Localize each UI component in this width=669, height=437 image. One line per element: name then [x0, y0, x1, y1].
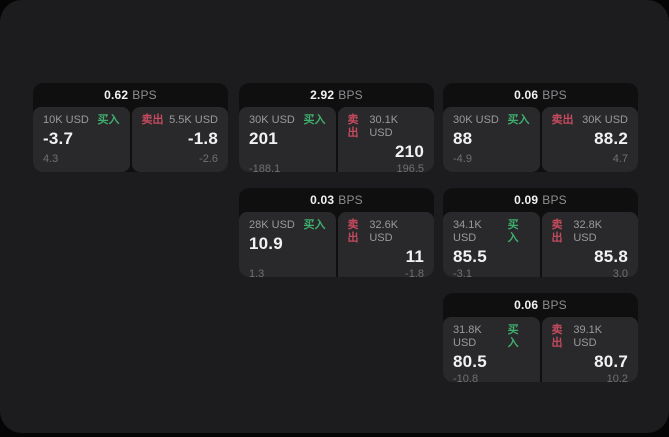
quote-body: 30K USD 买入 88 -4.9 卖出 30K USD 88.2 4.7	[443, 107, 638, 172]
buy-panel[interactable]: 34.1K USD 买入 85.5 -3.1	[443, 212, 540, 277]
quote-body: 10K USD 买入 -3.7 4.3 卖出 5.5K USD -1.8 -2.…	[33, 107, 228, 172]
buy-label: 买入	[97, 114, 120, 126]
spread-header: 0.06 BPS	[443, 83, 638, 107]
buy-price: 85.5	[453, 247, 487, 267]
sell-amount: 30.1K USD	[369, 114, 399, 140]
quote-body: 30K USD 买入 201 -188.1 卖出 30.1K USD 210 1…	[239, 107, 434, 172]
buy-delta: -3.1	[453, 267, 472, 277]
spread-header: 0.03 BPS	[239, 188, 434, 212]
buy-price: -3.7	[43, 129, 74, 149]
sell-label: 卖出	[347, 219, 359, 245]
sell-delta: -2.6	[199, 152, 218, 165]
sell-price: 210	[395, 142, 424, 162]
spread-value: 0.09	[514, 193, 539, 207]
sell-panel[interactable]: 卖出 32.6K USD 11 -1.8	[337, 212, 434, 277]
sell-amount: 30K USD	[582, 114, 628, 126]
buy-amount: 30K USD	[453, 114, 499, 126]
sell-price: 11	[405, 247, 424, 267]
buy-panel[interactable]: 30K USD 买入 201 -188.1	[239, 107, 336, 172]
sell-panel[interactable]: 卖出 32.8K USD 85.8 3.0	[541, 212, 638, 277]
buy-panel[interactable]: 28K USD 买入 10.9 1.3	[239, 212, 336, 277]
buy-price: 10.9	[249, 234, 283, 254]
quote-body: 31.8K USD 买入 80.5 -10.8 卖出 39.1K USD 80.…	[443, 317, 638, 382]
buy-price: 88	[453, 129, 473, 149]
buy-amount: 10K USD	[43, 114, 89, 126]
spread-header: 2.92 BPS	[239, 83, 434, 107]
sell-amount: 39.1K USD	[573, 324, 603, 350]
sell-amount: 5.5K USD	[169, 114, 218, 126]
sell-price: 80.7	[594, 352, 628, 372]
spread-header: 0.62 BPS	[33, 83, 228, 107]
buy-amount: 34.1K USD	[453, 219, 482, 245]
quote-card: 2.92 BPS 30K USD 买入 201 -188.1 卖出 30.1K …	[239, 83, 434, 172]
spread-unit: BPS	[338, 193, 363, 207]
sell-amount: 32.6K USD	[369, 219, 399, 245]
buy-price: 201	[249, 129, 278, 149]
buy-delta: -10.8	[453, 372, 479, 382]
sell-label: 卖出	[347, 114, 359, 140]
sell-label: 卖出	[551, 324, 563, 350]
sell-price: 88.2	[594, 129, 628, 149]
sell-label: 卖出	[551, 219, 563, 245]
sell-delta: -1.8	[405, 267, 424, 277]
sell-delta: 196.5	[396, 162, 424, 172]
buy-delta: -188.1	[249, 162, 281, 172]
buy-label: 买入	[507, 219, 519, 245]
quote-card: 0.06 BPS 31.8K USD 买入 80.5 -10.8 卖出 39.1…	[443, 293, 638, 382]
spread-unit: BPS	[542, 193, 567, 207]
quote-body: 34.1K USD 买入 85.5 -3.1 卖出 32.8K USD 85.8…	[443, 212, 638, 277]
buy-delta: -4.9	[453, 152, 472, 165]
spread-unit: BPS	[132, 88, 157, 102]
quote-card: 0.09 BPS 34.1K USD 买入 85.5 -3.1 卖出 32.8K…	[443, 188, 638, 277]
sell-panel[interactable]: 卖出 30K USD 88.2 4.7	[541, 107, 638, 172]
sell-panel[interactable]: 卖出 39.1K USD 80.7 10.2	[541, 317, 638, 382]
quote-card: 0.62 BPS 10K USD 买入 -3.7 4.3 卖出 5.5K USD	[33, 83, 228, 172]
buy-panel[interactable]: 30K USD 买入 88 -4.9	[443, 107, 540, 172]
sell-delta: 10.2	[606, 372, 628, 382]
buy-amount: 30K USD	[249, 114, 295, 126]
sell-delta: 4.7	[612, 152, 628, 165]
buy-label: 买入	[507, 324, 519, 350]
buy-delta: 4.3	[43, 152, 59, 165]
buy-label: 买入	[507, 114, 530, 126]
quote-card: 0.06 BPS 30K USD 买入 88 -4.9 卖出 30K USD	[443, 83, 638, 172]
buy-price: 80.5	[453, 352, 487, 372]
spread-unit: BPS	[338, 88, 363, 102]
buy-delta: 1.3	[249, 267, 265, 277]
sell-amount: 32.8K USD	[573, 219, 603, 245]
buy-panel[interactable]: 31.8K USD 买入 80.5 -10.8	[443, 317, 540, 382]
spread-unit: BPS	[542, 298, 567, 312]
buy-amount: 28K USD	[249, 219, 295, 231]
spread-header: 0.06 BPS	[443, 293, 638, 317]
sell-panel[interactable]: 卖出 30.1K USD 210 196.5	[337, 107, 434, 172]
buy-panel[interactable]: 10K USD 买入 -3.7 4.3	[33, 107, 130, 172]
spread-value: 0.03	[310, 193, 335, 207]
sell-price: -1.8	[187, 129, 218, 149]
spread-unit: BPS	[542, 88, 567, 102]
buy-label: 买入	[303, 114, 326, 126]
buy-label: 买入	[303, 219, 326, 231]
quote-body: 28K USD 买入 10.9 1.3 卖出 32.6K USD 11 -1.8	[239, 212, 434, 277]
quote-card: 0.03 BPS 28K USD 买入 10.9 1.3 卖出 32.6K US…	[239, 188, 434, 277]
spread-value: 0.62	[104, 88, 129, 102]
buy-amount: 31.8K USD	[453, 324, 482, 350]
sell-price: 85.8	[594, 247, 628, 267]
sell-delta: 3.0	[612, 267, 628, 277]
spread-value: 0.06	[514, 298, 539, 312]
sell-panel[interactable]: 卖出 5.5K USD -1.8 -2.6	[131, 107, 228, 172]
sell-label: 卖出	[141, 114, 164, 126]
spread-value: 0.06	[514, 88, 539, 102]
spread-header: 0.09 BPS	[443, 188, 638, 212]
spread-value: 2.92	[310, 88, 335, 102]
sell-label: 卖出	[551, 114, 574, 126]
